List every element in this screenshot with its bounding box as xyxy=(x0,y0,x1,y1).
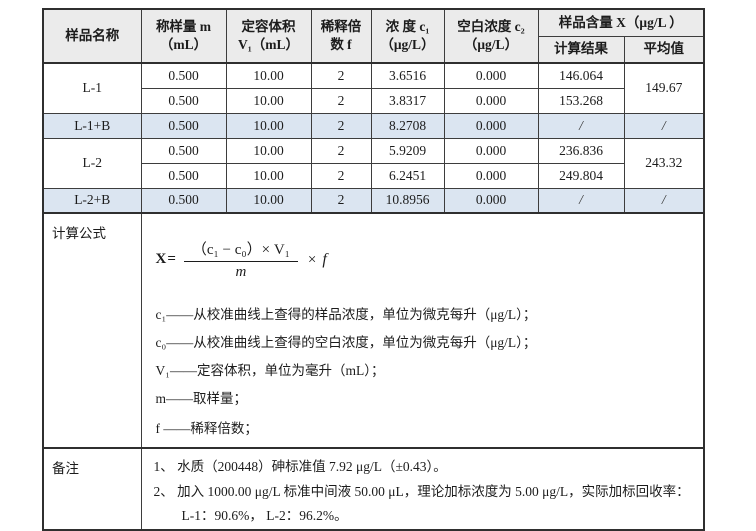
cell-sample-name: L-2 xyxy=(42,137,142,189)
cell-dilution: 2 xyxy=(310,187,372,214)
formula-equation: X= （c₁ − c₀）× V₁ m × f xyxy=(156,238,694,281)
header-calc-result-label: 计算结果 xyxy=(554,41,608,57)
header-conc-line2: （μg/L） xyxy=(380,37,435,52)
header-average: 平均值 xyxy=(623,35,705,64)
cell-blank: 0.000 xyxy=(443,187,539,214)
cell-result: 153.268 xyxy=(537,87,625,114)
cell-blank: 0.000 xyxy=(443,87,539,114)
remarks-label: 备注 xyxy=(42,447,142,530)
header-dilution-factor: 稀释倍 数 f xyxy=(310,8,372,64)
table-row-l1-b: 0.500 10.00 2 3.8317 0.000 153.268 xyxy=(43,87,704,114)
header-sample-name: 样品名称 xyxy=(42,8,142,64)
cell-volume: 10.00 xyxy=(225,87,312,114)
remark-item-2: 2、 加入 1000.00 μg/L 标准中间液 50.00 μL，理论加标浓度… xyxy=(153,483,690,524)
cell-blank: 0.000 xyxy=(443,62,539,89)
header-mass-line1: 称样量 m xyxy=(155,18,212,34)
cell-result: / xyxy=(537,112,625,139)
cell-blank: 0.000 xyxy=(443,112,539,139)
cell-dilution: 2 xyxy=(310,162,372,189)
header-average-label: 平均值 xyxy=(643,41,685,57)
times-sign: × xyxy=(307,251,317,268)
header-content-label: 样品含量 X（μg/L ） xyxy=(558,14,683,30)
cell-result: / xyxy=(537,187,625,214)
definition-c1: c₁——从校准曲线上查得的样品浓度，单位为微克每升（μg/L）； xyxy=(155,307,537,322)
cell-mass: 0.500 xyxy=(140,112,227,139)
remarks-row: 备注 1、 水质（200448）砷标准值 7.92 μg/L（±0.43）。 2… xyxy=(42,447,705,530)
cell-mass: 0.500 xyxy=(140,87,227,114)
cell-concentration: 10.8956 xyxy=(370,187,445,214)
cell-average: / xyxy=(623,187,705,214)
formula-definitions: c₁——从校准曲线上查得的样品浓度，单位为微克每升（μg/L）； c₀——从校准… xyxy=(156,301,694,443)
table-body: L-1 0.500 10.00 2 3.6516 0.000 146.064 1… xyxy=(42,62,705,214)
table-row-l1-spike: L-1+B 0.500 10.00 2 8.2708 0.000 / / xyxy=(42,112,705,139)
cell-dilution: 2 xyxy=(310,137,372,164)
header-mass-line2: （mL） xyxy=(159,37,208,52)
header-sample-content-x: 样品含量 X（μg/L ） xyxy=(537,8,705,37)
header-sample-name-label: 样品名称 xyxy=(65,27,120,43)
cell-mass: 0.500 xyxy=(140,62,227,89)
cell-mass: 0.500 xyxy=(140,162,227,189)
definition-v1: V₁——定容体积，单位为毫升（mL）； xyxy=(155,363,385,378)
formula-lhs: X= xyxy=(155,251,177,267)
cell-average: / xyxy=(623,112,705,139)
formula-fraction: （c₁ − c₀）× V₁ m xyxy=(183,238,298,281)
formula-section: 计算公式 X= （c₁ − c₀）× V₁ m × f c₁——从校准曲线上查得的… xyxy=(42,212,705,530)
definition-f: f ——稀释倍数； xyxy=(155,421,258,436)
cell-concentration: 8.2708 xyxy=(370,112,445,139)
cell-sample-name: L-2+B xyxy=(42,187,142,214)
header-dilution-line1: 稀释倍 xyxy=(320,18,362,34)
cell-concentration: 3.6516 xyxy=(370,62,445,89)
header-constant-volume: 定容体积 V₁（mL） xyxy=(225,8,312,64)
cell-volume: 10.00 xyxy=(225,187,312,214)
header-blank-line1: 空白浓度 c₂ xyxy=(457,18,525,34)
cell-blank: 0.000 xyxy=(443,137,539,164)
header-blank-line2: （μg/L） xyxy=(463,37,519,52)
header-volume-line2: V₁（mL） xyxy=(237,37,300,52)
table-row-l2-b: 0.500 10.00 2 6.2451 0.000 249.804 xyxy=(43,162,704,189)
cell-result: 249.804 xyxy=(537,162,625,189)
cell-average: 149.67 xyxy=(623,62,705,114)
cell-result: 236.836 xyxy=(537,137,625,164)
header-concentration-c1: 浓 度 c₁ （μg/L） xyxy=(370,8,445,64)
cell-dilution: 2 xyxy=(310,112,372,139)
cell-dilution: 2 xyxy=(310,87,372,114)
table-row-l2-a: L-2 0.500 10.00 2 5.9209 0.000 236.836 2… xyxy=(42,137,705,189)
formula-numerator: （c₁ − c₀）× V₁ xyxy=(183,238,298,262)
cell-volume: 10.00 xyxy=(225,112,312,139)
table-row-l1-a: L-1 0.500 10.00 2 3.6516 0.000 146.064 1… xyxy=(42,62,705,114)
header-volume-line1: 定容体积 xyxy=(241,18,296,34)
definition-m: m——取样量； xyxy=(155,391,248,406)
cell-volume: 10.00 xyxy=(225,62,312,89)
header-dilution-line2: 数 f xyxy=(330,37,352,52)
cell-mass: 0.500 xyxy=(140,187,227,214)
sample-analysis-table: 样品名称 称样量 m （mL） 定容体积 V₁（mL） 稀释倍 数 f 浓 度 … xyxy=(42,8,706,531)
formula-row: 计算公式 X= （c₁ − c₀）× V₁ m × f c₁——从校准曲线上查得的… xyxy=(42,212,705,449)
header-blank-concentration-c2: 空白浓度 c₂ （μg/L） xyxy=(443,8,539,64)
cell-dilution: 2 xyxy=(310,62,372,89)
cell-sample-name: L-1 xyxy=(42,62,142,114)
cell-mass: 0.500 xyxy=(140,137,227,164)
formula-multiplier: × f xyxy=(308,251,327,269)
formula-f-symbol: f xyxy=(322,250,327,268)
cell-concentration: 6.2451 xyxy=(370,162,445,189)
cell-volume: 10.00 xyxy=(225,137,312,164)
remarks-content: 1、 水质（200448）砷标准值 7.92 μg/L（±0.43）。 2、 加… xyxy=(140,447,705,530)
cell-blank: 0.000 xyxy=(443,162,539,189)
header-sample-mass: 称样量 m （mL） xyxy=(140,8,227,64)
cell-average: 243.32 xyxy=(623,137,705,189)
cell-sample-name: L-1+B xyxy=(42,112,142,139)
cell-concentration: 3.8317 xyxy=(370,87,445,114)
header-conc-line1: 浓 度 c₁ xyxy=(385,18,430,34)
formula-denominator: m xyxy=(235,264,247,280)
header-calc-result: 计算结果 xyxy=(537,35,625,64)
cell-concentration: 5.9209 xyxy=(370,137,445,164)
definition-c0: c₀——从校准曲线上查得的空白浓度，单位为微克每升（μg/L）； xyxy=(155,335,537,350)
cell-result: 146.064 xyxy=(537,62,625,89)
formula-label: 计算公式 xyxy=(42,212,142,449)
remark-item-1: 1、 水质（200448）砷标准值 7.92 μg/L（±0.43）。 xyxy=(153,459,447,474)
cell-volume: 10.00 xyxy=(225,162,312,189)
table-header: 样品名称 称样量 m （mL） 定容体积 V₁（mL） 稀释倍 数 f 浓 度 … xyxy=(42,8,705,64)
formula-content: X= （c₁ − c₀）× V₁ m × f c₁——从校准曲线上查得的样品浓度，… xyxy=(140,212,705,449)
table-row-l2-spike: L-2+B 0.500 10.00 2 10.8956 0.000 / / xyxy=(42,187,705,214)
